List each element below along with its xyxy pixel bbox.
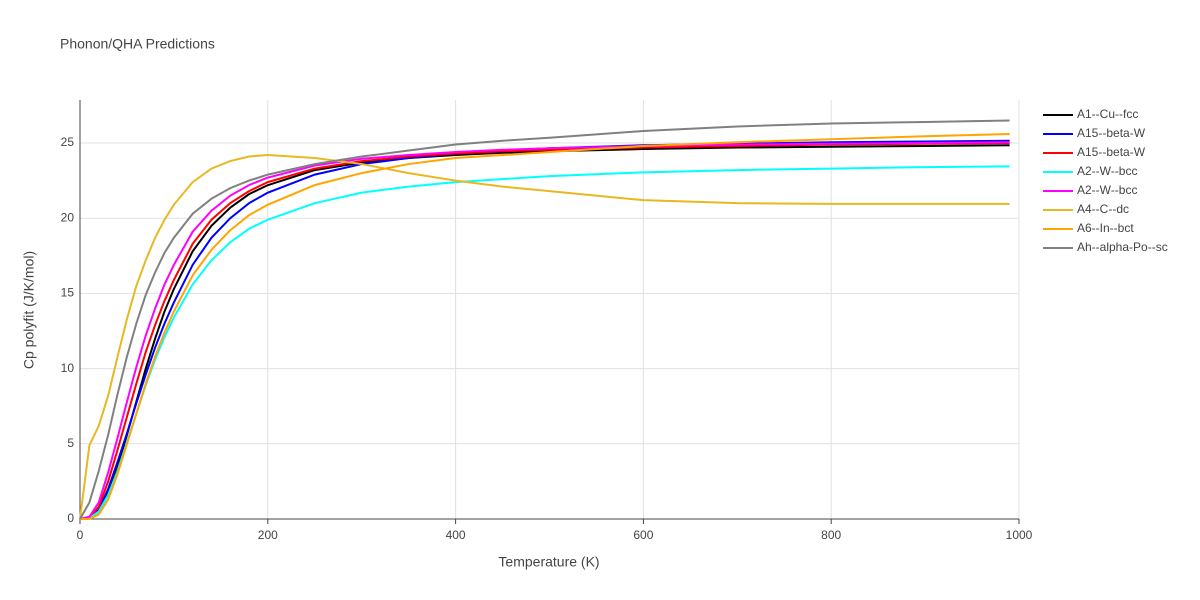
legend-label: A6--In--bct [1077, 221, 1134, 235]
y-tick-label: 20 [61, 210, 75, 224]
x-tick-label: 600 [633, 528, 653, 542]
legend-label: Ah--alpha-Po--sc [1077, 240, 1168, 254]
x-axis-label: Temperature (K) [498, 554, 599, 570]
data-line [79, 141, 1010, 520]
x-tick-label: 400 [446, 528, 466, 542]
data-line [80, 132, 1010, 520]
x-tick-label: 200 [258, 528, 278, 542]
x-tick-label: 0 [77, 528, 84, 542]
legend-label: A1--Cu--fcc [1077, 107, 1138, 121]
legend-label: A2--W--bcc [1077, 183, 1137, 197]
legend-label: A15--beta-W [1077, 126, 1146, 140]
data-line [79, 154, 1010, 520]
chart-title: Phonon/QHA Predictions [60, 36, 215, 52]
data-line [79, 144, 1010, 520]
data-line [79, 139, 1010, 520]
y-tick-label: 25 [61, 135, 75, 149]
y-tick-label: 15 [61, 286, 75, 300]
y-tick-label: 5 [67, 436, 74, 450]
y-tick-label: 0 [67, 511, 74, 525]
data-line [79, 142, 1010, 520]
x-tick-label: 1000 [1006, 528, 1033, 542]
y-tick-label: 10 [61, 361, 75, 375]
x-tick-label: 800 [821, 528, 841, 542]
y-axis-label: Cp polyfit (J/K/mol) [21, 251, 37, 369]
data-line [79, 119, 1010, 520]
legend-label: A15--beta-W [1077, 145, 1146, 159]
legend-label: A2--W--bcc [1077, 164, 1137, 178]
legend-label: A4--C--dc [1077, 202, 1129, 216]
